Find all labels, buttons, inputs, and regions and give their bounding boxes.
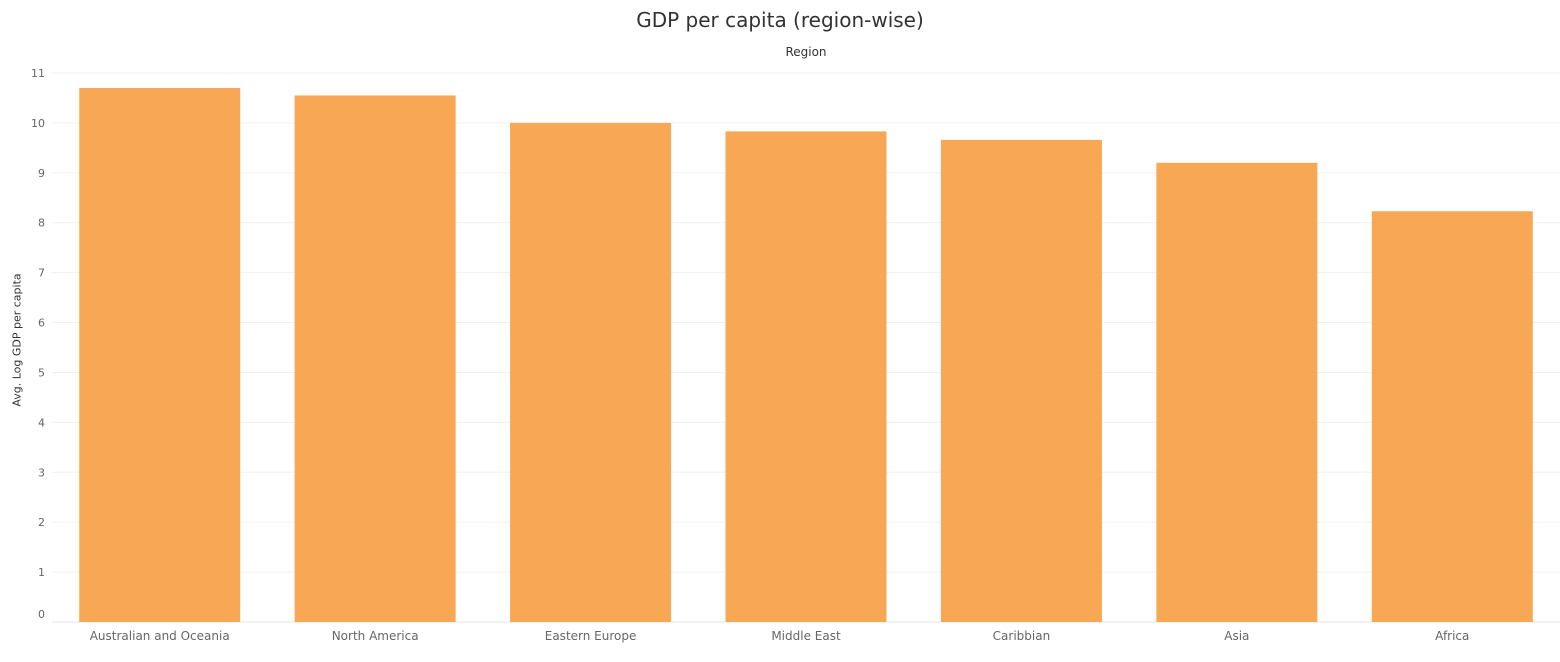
bar[interactable] — [510, 122, 672, 622]
bar[interactable] — [940, 139, 1102, 623]
bar[interactable] — [79, 87, 241, 623]
x-axis: Australian and Oceania North America Easte… — [90, 629, 1470, 643]
x-tick-label: Caribbian — [993, 629, 1051, 643]
y-tick-label: 5 — [38, 366, 45, 379]
y-tick-label: 1 — [38, 566, 45, 579]
y-tick-label: 7 — [38, 267, 45, 280]
y-tick-label: 4 — [38, 416, 45, 429]
y-tick-label: 9 — [38, 167, 45, 180]
chart-title: GDP per capita (region-wise) — [636, 8, 924, 32]
y-tick-label: 3 — [38, 466, 45, 479]
x-tick-label: Australian and Oceania — [90, 629, 230, 643]
x-tick-label: North America — [332, 629, 419, 643]
bar[interactable] — [294, 95, 456, 622]
bar[interactable] — [1156, 162, 1318, 622]
column-header: Region — [785, 45, 827, 59]
bars — [79, 87, 1533, 623]
y-tick-label: 11 — [31, 67, 45, 80]
x-tick-label: Middle East — [771, 629, 841, 643]
y-tick-label: 10 — [31, 117, 45, 130]
y-tick-label: 0 — [38, 608, 45, 621]
y-tick-label: 8 — [38, 217, 45, 230]
x-tick-label: Asia — [1224, 629, 1249, 643]
bar[interactable] — [1371, 211, 1533, 623]
bar[interactable] — [725, 131, 887, 623]
x-tick-label: Africa — [1435, 629, 1469, 643]
y-axis: 0 1 2 3 4 5 6 7 8 9 10 11 — [31, 67, 45, 621]
y-tick-label: 6 — [38, 317, 45, 330]
y-tick-label: 2 — [38, 516, 45, 529]
x-tick-label: Eastern Europe — [545, 629, 637, 643]
